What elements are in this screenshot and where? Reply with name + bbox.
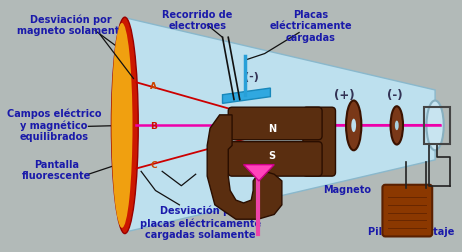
Ellipse shape bbox=[395, 121, 399, 131]
FancyBboxPatch shape bbox=[228, 142, 322, 176]
Ellipse shape bbox=[111, 18, 138, 234]
Polygon shape bbox=[223, 89, 270, 104]
Polygon shape bbox=[243, 165, 274, 181]
Text: (-): (-) bbox=[387, 89, 403, 102]
Text: Recorrido de
electrones: Recorrido de electrones bbox=[163, 10, 233, 31]
Polygon shape bbox=[207, 115, 282, 219]
Text: (-): (-) bbox=[244, 71, 259, 81]
Text: Placas
eléctricamente
cargadas: Placas eléctricamente cargadas bbox=[269, 10, 352, 43]
Text: (+): (+) bbox=[334, 89, 354, 102]
Text: Pantalla
fluorescente: Pantalla fluorescente bbox=[22, 159, 91, 181]
Text: S: S bbox=[269, 150, 276, 161]
Text: Desviación por
magneto solamente: Desviación por magneto solamente bbox=[17, 14, 126, 36]
Ellipse shape bbox=[426, 101, 444, 151]
FancyBboxPatch shape bbox=[228, 108, 322, 140]
Text: B: B bbox=[150, 121, 157, 130]
Text: Desviación por
placas eléctricamente
cargadas solamente: Desviación por placas eléctricamente car… bbox=[140, 205, 261, 239]
Text: A: A bbox=[150, 81, 157, 90]
FancyBboxPatch shape bbox=[303, 108, 335, 176]
Ellipse shape bbox=[351, 119, 356, 133]
Polygon shape bbox=[127, 19, 435, 232]
Ellipse shape bbox=[390, 107, 403, 145]
Text: N: N bbox=[268, 124, 276, 134]
FancyBboxPatch shape bbox=[383, 185, 432, 237]
Ellipse shape bbox=[346, 101, 361, 151]
Text: Magneto: Magneto bbox=[323, 184, 371, 194]
Text: (+): (+) bbox=[282, 159, 304, 171]
Ellipse shape bbox=[111, 24, 133, 228]
Text: C: C bbox=[150, 161, 157, 170]
Text: Pila alto voltaje: Pila alto voltaje bbox=[368, 226, 454, 236]
Text: Campos eléctrico
y magnético
equilibrados: Campos eléctrico y magnético equilibrado… bbox=[7, 108, 101, 142]
